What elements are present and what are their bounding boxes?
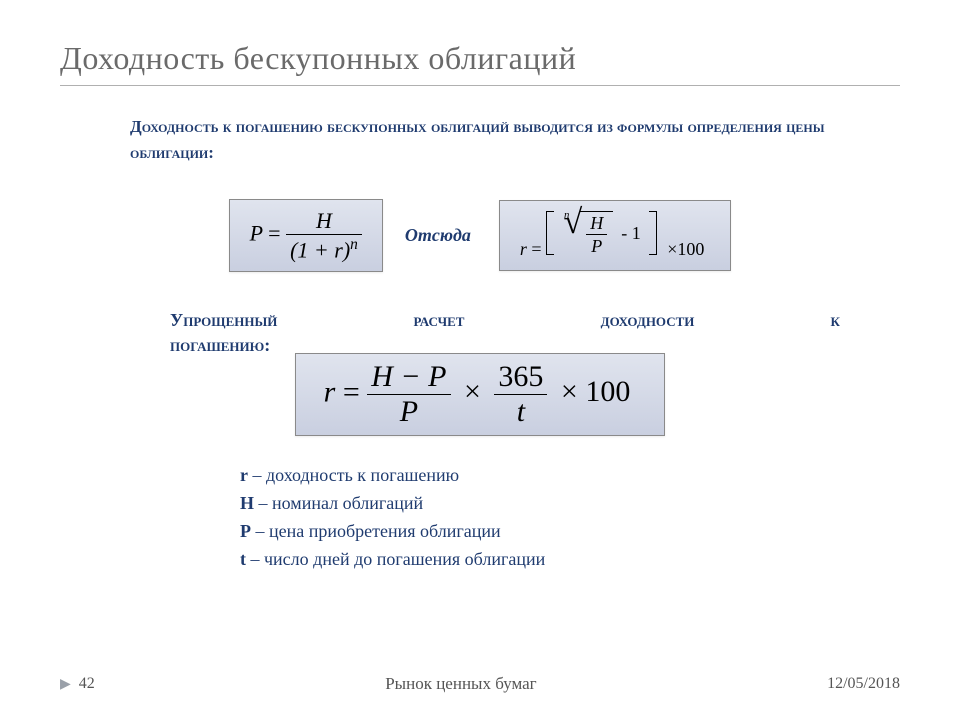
legend-row-p: P – цена приобретения облигации: [240, 518, 900, 546]
title-rule: [60, 85, 900, 86]
price-lhs: P: [250, 221, 263, 246]
subtitle2-w3: к: [831, 308, 840, 332]
subtitle-text: Доходность к погашению бескупонных облиг…: [130, 114, 860, 165]
yield-formula-box: r = n √ H P - 1 ×100: [499, 200, 732, 271]
formula-row: P = H (1 + r)n Отсюда r = n √: [60, 199, 900, 272]
subtitle2-w0: Упрощенный: [170, 308, 277, 332]
price-den-exp: n: [350, 236, 358, 253]
simpl-f2-num: 365: [494, 362, 547, 395]
yield-rad-den: P: [586, 235, 607, 255]
slide-title: Доходность бескупонных облигаций: [60, 40, 900, 77]
subtitle2-w1: расчет: [414, 308, 465, 332]
footer-arrow-icon: ▶: [60, 676, 71, 693]
legend-row-t: t – число дней до погашения облигации: [240, 546, 900, 574]
simplified-formula-box: r = H − P P × 365 t × 100: [295, 353, 666, 436]
price-formula-box: P = H (1 + r)n: [229, 199, 383, 272]
yield-rad-num: H: [586, 214, 607, 235]
legend-row-h: H – номинал облигаций: [240, 490, 900, 518]
slide: Доходность бескупонных облигаций Доходно…: [0, 0, 960, 720]
hence-label: Отсюда: [405, 226, 477, 246]
price-num: H: [286, 210, 362, 235]
legend: r – доходность к погашению H – номинал о…: [240, 462, 900, 574]
subtitle2: Упрощенный расчет доходности к погашению…: [170, 308, 840, 357]
simpl-f2-den: t: [494, 395, 547, 427]
footer: ▶ 42 Рынок ценных бумаг 12/05/2018: [60, 674, 900, 694]
simpl-f1-den: P: [367, 395, 450, 427]
footer-date: 12/05/2018: [827, 675, 900, 693]
legend-row-r: r – доходность к погашению: [240, 462, 900, 490]
page-number: 42: [79, 675, 95, 693]
simpl-tail: × 100: [555, 375, 636, 408]
simpl-lhs: r: [324, 375, 336, 408]
simpl-f1-num: H − P: [367, 362, 450, 395]
footer-title: Рынок ценных бумаг: [385, 674, 536, 694]
yield-minus: - 1: [613, 223, 645, 244]
yield-times: ×100: [661, 239, 710, 259]
subtitle2-w2: доходности: [601, 308, 695, 332]
price-den-base: (1 + r): [290, 237, 350, 262]
yield-lhs: r: [520, 239, 527, 259]
